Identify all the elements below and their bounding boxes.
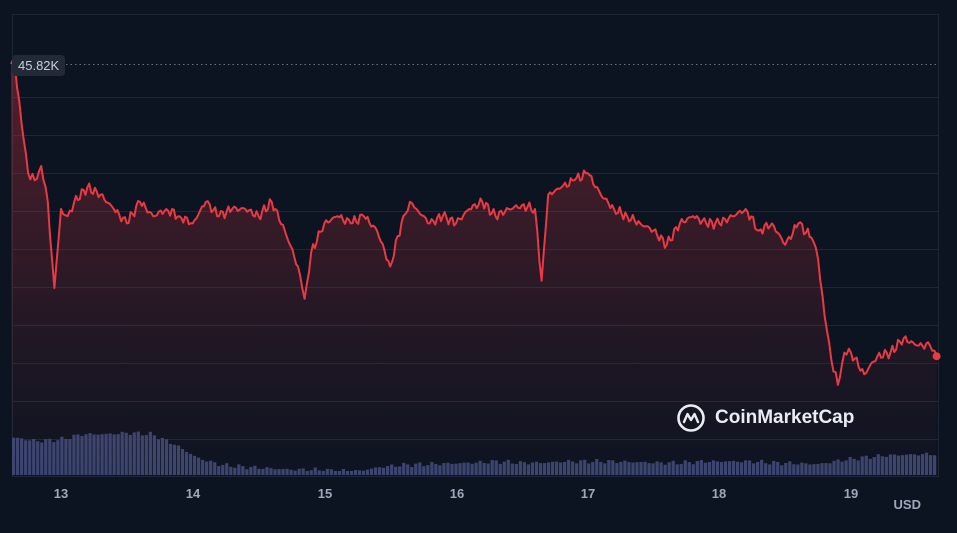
watermark: CoinMarketCap: [676, 403, 854, 433]
currency-unit-label: USD: [893, 497, 921, 512]
price-area: [11, 60, 937, 475]
x-tick-label: 15: [317, 486, 333, 501]
last-price-dot: [932, 352, 941, 361]
x-tick-label: 13: [53, 486, 69, 501]
x-tick-label: 16: [449, 486, 465, 501]
x-tick-label: 17: [580, 486, 596, 501]
price-line: [10, 59, 938, 386]
x-tick-label: 14: [185, 486, 201, 501]
current-price-label: 45.82K: [12, 55, 66, 76]
x-tick-label: 19: [843, 486, 859, 501]
x-tick-label: 18: [711, 486, 727, 501]
watermark-text: CoinMarketCap: [715, 407, 855, 428]
coinmarketcap-logo-icon: [677, 404, 705, 432]
